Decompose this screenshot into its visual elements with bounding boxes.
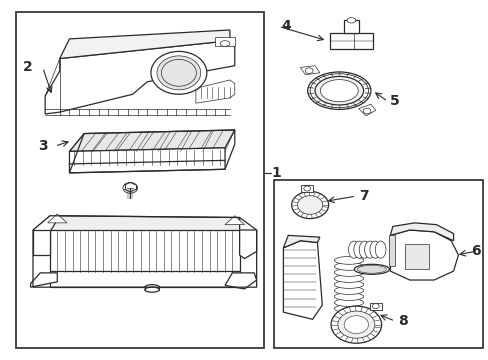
Ellipse shape	[354, 264, 388, 274]
Polygon shape	[369, 303, 381, 310]
Text: 3: 3	[38, 139, 47, 153]
Polygon shape	[50, 230, 239, 273]
Ellipse shape	[144, 287, 159, 292]
Ellipse shape	[144, 285, 159, 290]
Polygon shape	[69, 148, 224, 166]
Ellipse shape	[307, 72, 370, 109]
Ellipse shape	[334, 280, 363, 288]
Bar	[388, 235, 394, 266]
Polygon shape	[60, 30, 229, 59]
Bar	[329, 33, 372, 49]
Text: 7: 7	[358, 189, 367, 203]
Polygon shape	[30, 273, 57, 287]
Ellipse shape	[157, 56, 201, 90]
Polygon shape	[69, 130, 234, 152]
Circle shape	[297, 196, 322, 214]
Ellipse shape	[334, 305, 363, 312]
Text: 1: 1	[271, 166, 281, 180]
Polygon shape	[358, 104, 375, 116]
Ellipse shape	[357, 265, 386, 273]
Ellipse shape	[334, 293, 363, 301]
Ellipse shape	[334, 269, 363, 276]
Polygon shape	[196, 80, 234, 103]
Text: 8: 8	[397, 314, 407, 328]
Text: 5: 5	[389, 94, 399, 108]
Circle shape	[330, 306, 381, 343]
Polygon shape	[301, 185, 312, 192]
Ellipse shape	[364, 241, 374, 258]
Text: 4: 4	[281, 19, 290, 33]
Ellipse shape	[334, 275, 363, 282]
Ellipse shape	[359, 241, 369, 258]
Circle shape	[122, 183, 137, 193]
Polygon shape	[50, 216, 239, 232]
Bar	[344, 20, 358, 33]
Polygon shape	[224, 216, 244, 225]
Ellipse shape	[374, 241, 385, 258]
Ellipse shape	[334, 299, 363, 306]
Circle shape	[363, 108, 370, 114]
Polygon shape	[389, 223, 453, 241]
Polygon shape	[47, 214, 67, 223]
Polygon shape	[45, 41, 234, 114]
Ellipse shape	[314, 76, 363, 105]
Circle shape	[291, 192, 328, 219]
Ellipse shape	[369, 241, 380, 258]
Ellipse shape	[348, 241, 359, 258]
Circle shape	[337, 311, 374, 338]
Polygon shape	[69, 160, 224, 173]
Polygon shape	[239, 230, 256, 258]
Circle shape	[305, 68, 312, 73]
Text: 2: 2	[23, 60, 33, 75]
Text: 6: 6	[470, 244, 479, 258]
Polygon shape	[283, 235, 319, 248]
Bar	[273, 180, 482, 348]
Ellipse shape	[334, 256, 363, 264]
Polygon shape	[283, 241, 322, 319]
Polygon shape	[215, 37, 234, 46]
Ellipse shape	[320, 80, 358, 102]
Circle shape	[303, 186, 310, 191]
Circle shape	[372, 303, 378, 309]
Polygon shape	[389, 230, 458, 280]
Ellipse shape	[151, 51, 206, 94]
Circle shape	[344, 316, 368, 334]
Ellipse shape	[346, 18, 355, 23]
Polygon shape	[404, 244, 428, 269]
Ellipse shape	[334, 287, 363, 294]
Polygon shape	[300, 66, 319, 75]
Polygon shape	[33, 230, 50, 255]
Ellipse shape	[220, 41, 229, 46]
Ellipse shape	[353, 241, 364, 258]
Polygon shape	[224, 273, 256, 289]
Bar	[16, 12, 264, 348]
Polygon shape	[50, 271, 239, 287]
Ellipse shape	[334, 262, 363, 270]
